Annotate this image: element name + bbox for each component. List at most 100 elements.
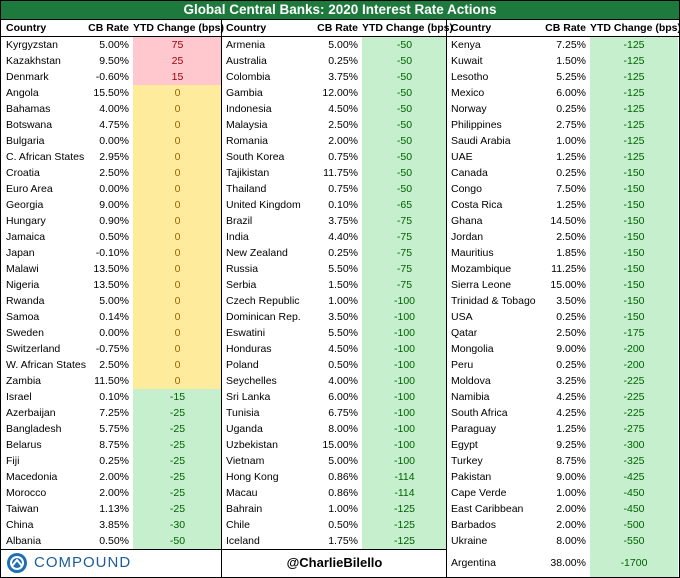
border: [221, 19, 222, 578]
cb-rate: 2.00%: [99, 487, 129, 499]
cb-rate: 0.25%: [328, 247, 358, 259]
ytd-change: 0: [133, 101, 222, 117]
header-cell: YTD Change (bps): [590, 22, 680, 34]
cb-rate: 0.25%: [556, 359, 586, 371]
cb-rate: 1.00%: [328, 295, 358, 307]
cb-rate: 9.00%: [99, 199, 129, 211]
cb-rate: 0.10%: [99, 391, 129, 403]
country: Czech Republic: [226, 295, 300, 307]
header-cell: YTD Change (bps): [362, 22, 453, 34]
cb-rate: 7.50%: [556, 183, 586, 195]
country: Denmark: [6, 71, 49, 83]
country: Armenia: [226, 39, 266, 51]
header-cell: YTD Change (bps): [133, 22, 224, 34]
country: Moldova: [451, 375, 491, 387]
cb-rate: 0.50%: [328, 359, 358, 371]
cb-rate: 15.50%: [93, 87, 129, 99]
cb-rate: 5.75%: [99, 423, 129, 435]
country: Dominican Rep.: [226, 311, 301, 323]
ytd-change: -150: [590, 181, 678, 197]
ytd-change: -100: [362, 341, 447, 357]
cb-rate: 13.50%: [93, 279, 129, 291]
ytd-change: -50: [362, 69, 447, 85]
country: Bangladesh: [6, 423, 62, 435]
country: UAE: [451, 151, 473, 163]
country: Japan: [6, 247, 35, 259]
country: Taiwan: [6, 503, 39, 515]
header-cell: Country: [451, 22, 492, 34]
country: Mauritius: [451, 247, 494, 259]
country: South Africa: [451, 407, 508, 419]
ytd-change: -125: [590, 149, 678, 165]
country: Poland: [226, 359, 259, 371]
country: Malaysia: [226, 119, 268, 131]
ytd-change: -225: [590, 389, 678, 405]
ytd-change: 15: [133, 69, 222, 85]
cb-rate: 2.50%: [328, 119, 358, 131]
ytd-change: 25: [133, 53, 222, 69]
country: Serbia: [226, 279, 257, 291]
header-cell: Country: [226, 22, 267, 34]
country: East Caribbean: [451, 503, 524, 515]
ytd-change: -100: [362, 437, 447, 453]
ytd-change: 0: [133, 133, 222, 149]
ytd-change: -75: [362, 213, 447, 229]
ytd-change: 0: [133, 277, 222, 293]
country: Iceland: [226, 535, 260, 547]
cb-rate: 5.50%: [328, 327, 358, 339]
cb-rate: 4.50%: [328, 103, 358, 115]
cb-rate: 13.50%: [93, 263, 129, 275]
country: Switzerland: [6, 343, 61, 355]
cb-rate: 15.00%: [550, 279, 586, 291]
cb-rate: 5.25%: [556, 71, 586, 83]
ytd-change: -125: [590, 37, 678, 53]
country: Nigeria: [6, 279, 40, 291]
cb-rate: 3.75%: [328, 71, 358, 83]
country: Tunisia: [226, 407, 260, 419]
cb-rate: 38.00%: [550, 557, 586, 569]
cb-rate: 6.75%: [328, 407, 358, 419]
country: Thailand: [226, 183, 267, 195]
country: Pakistan: [451, 471, 492, 483]
cb-rate: 4.25%: [556, 407, 586, 419]
country: Seychelles: [226, 375, 277, 387]
cb-rate: 3.75%: [328, 215, 358, 227]
country: New Zealand: [226, 247, 288, 259]
ytd-change: -225: [590, 373, 678, 389]
cb-rate: 7.25%: [99, 407, 129, 419]
country: Angola: [6, 87, 39, 99]
country: Bahamas: [6, 103, 51, 115]
country: Eswatini: [226, 327, 266, 339]
country: Macau: [226, 487, 258, 499]
handle: @CharlieBilello: [286, 555, 383, 570]
country: Malawi: [6, 263, 39, 275]
ytd-change: -325: [590, 453, 678, 469]
ytd-change: -150: [590, 293, 678, 309]
ytd-change: -50: [362, 181, 447, 197]
country: Uzbekistan: [226, 439, 278, 451]
cb-rate: 3.25%: [556, 375, 586, 387]
ytd-change: -550: [590, 533, 678, 549]
country: Qatar: [451, 327, 478, 339]
country: Jordan: [451, 231, 484, 243]
ytd-change: -114: [362, 469, 447, 485]
cb-rate: 1.50%: [556, 55, 586, 67]
cb-rate: -0.75%: [95, 343, 129, 355]
cb-rate: 3.50%: [328, 311, 358, 323]
ytd-change: -150: [590, 277, 678, 293]
cb-rate: 2.95%: [99, 151, 129, 163]
country: Ukraine: [451, 535, 488, 547]
logo-icon: [7, 553, 27, 573]
country: Samoa: [6, 311, 40, 323]
cb-rate: 0.86%: [328, 471, 358, 483]
country: Indonesia: [226, 103, 272, 115]
ytd-change: -100: [362, 389, 447, 405]
cb-rate: 5.50%: [328, 263, 358, 275]
ytd-change: 0: [133, 181, 222, 197]
ytd-change: 0: [133, 261, 222, 277]
cb-rate: 2.50%: [99, 359, 129, 371]
country: Croatia: [6, 167, 40, 179]
ytd-change: -175: [590, 325, 678, 341]
cb-rate: 15.00%: [322, 439, 358, 451]
country: Norway: [451, 103, 487, 115]
